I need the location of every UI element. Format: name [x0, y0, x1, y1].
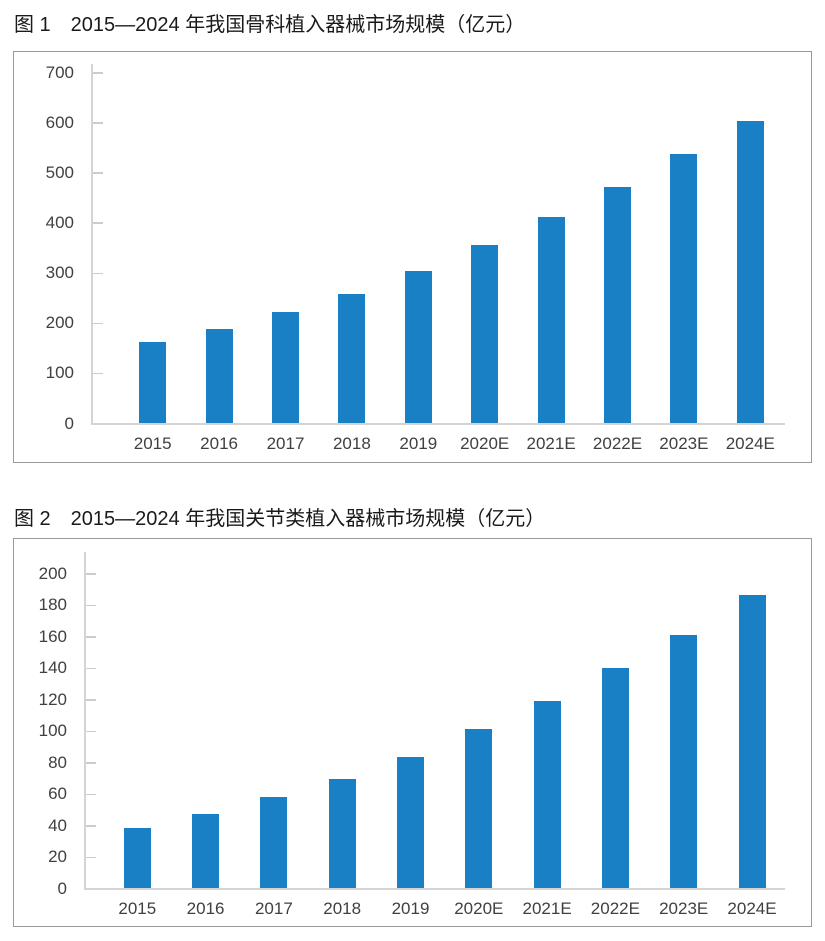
y-axis-label: 20 [48, 847, 67, 867]
x-axis-label: 2018 [323, 899, 362, 918]
x-axis-label: 2024E [725, 434, 775, 453]
x-axis-label: 2016 [200, 434, 238, 453]
y-axis-label: 160 [38, 626, 67, 646]
bar [338, 294, 366, 423]
bar [533, 700, 561, 888]
y-axis-tick [85, 730, 96, 733]
y-axis-label: 200 [38, 563, 67, 583]
y-axis-tick [92, 272, 103, 275]
y-axis-tick [85, 699, 96, 701]
bar [670, 634, 698, 888]
y-axis-label: 700 [45, 62, 74, 82]
y-axis-line [91, 64, 93, 423]
figure1-chart: 0 100 200 300 400 500 600 700 2015 2016 2017 2018 20… [13, 51, 812, 463]
x-axis-label: 2018 [332, 434, 371, 453]
x-axis-label: 2019 [399, 434, 438, 453]
y-axis-label: 40 [48, 815, 67, 835]
x-axis-label: 2023E [659, 434, 709, 453]
x-axis-label: 2021E [522, 899, 572, 918]
y-axis-label: 0 [57, 878, 67, 898]
y-axis-tick [85, 604, 96, 607]
y-axis-tick [92, 322, 103, 325]
bar [205, 328, 233, 423]
figure2-title: 图 2 2015—2024 年我国关节类植入器械市场规模（亿元） [14, 508, 546, 530]
figure2-chart: 0 20 40 60 80 100 120 140 160 180 200 2015 2016 2017 2… [13, 538, 812, 927]
x-axis-label: 2023E [659, 899, 709, 918]
y-axis-tick [92, 72, 103, 74]
x-axis-label: 2017 [254, 899, 293, 918]
y-axis-tick [92, 372, 103, 375]
x-axis-label: 2020E [454, 899, 504, 918]
y-axis-tick [85, 636, 96, 638]
y-axis-line [84, 552, 86, 888]
x-axis-label: 2019 [391, 899, 430, 918]
y-axis-label: 400 [45, 212, 74, 232]
x-axis-label: 2022E [592, 434, 643, 453]
y-axis-label: 600 [45, 112, 74, 132]
bar [604, 186, 631, 423]
y-axis-tick [92, 122, 103, 124]
y-axis-label: 100 [38, 721, 67, 741]
x-axis-label: 2021E [526, 434, 576, 453]
bar [272, 311, 299, 423]
y-axis-label: 120 [38, 689, 67, 709]
bar [397, 757, 424, 888]
bar [736, 121, 764, 423]
y-axis-label: 300 [45, 263, 74, 283]
y-axis-tick [92, 172, 103, 174]
y-axis-label: 100 [45, 363, 74, 383]
y-axis-label: 60 [48, 784, 67, 804]
bar [404, 270, 432, 423]
x-axis-label: 2015 [133, 434, 172, 453]
x-axis-label: 2017 [266, 434, 305, 453]
bar [738, 595, 766, 888]
bar [328, 779, 356, 888]
y-axis-label: 140 [38, 658, 67, 678]
x-axis-label: 2016 [186, 899, 225, 918]
x-axis-line [84, 888, 785, 890]
y-axis-tick [85, 856, 96, 859]
bar [465, 729, 493, 888]
bar [471, 244, 499, 423]
bar [537, 217, 565, 423]
x-axis-label: 2022E [590, 899, 640, 918]
bar [123, 828, 151, 888]
y-axis-tick [85, 667, 96, 670]
x-axis-label: 2015 [118, 899, 157, 918]
y-axis-label: 180 [38, 595, 67, 615]
y-axis-label: 0 [64, 413, 74, 433]
y-axis-tick [85, 573, 96, 575]
y-axis-label: 200 [45, 313, 74, 333]
bar [601, 667, 629, 888]
bar [260, 796, 288, 888]
bar [670, 153, 698, 423]
x-axis-label: 2020E [460, 434, 510, 453]
figure1-title: 图 1 2015—2024 年我国骨科植入器械市场规模（亿元） [14, 14, 526, 36]
y-axis-tick [85, 793, 96, 796]
x-axis-line [91, 423, 785, 425]
y-axis-tick [92, 222, 103, 224]
y-axis-tick [85, 762, 96, 764]
bar [192, 814, 220, 888]
y-axis-label: 500 [45, 162, 74, 182]
x-axis-label: 2024E [727, 899, 777, 918]
y-axis-label: 80 [48, 752, 67, 772]
y-axis-tick [85, 825, 96, 827]
bar [139, 342, 167, 423]
